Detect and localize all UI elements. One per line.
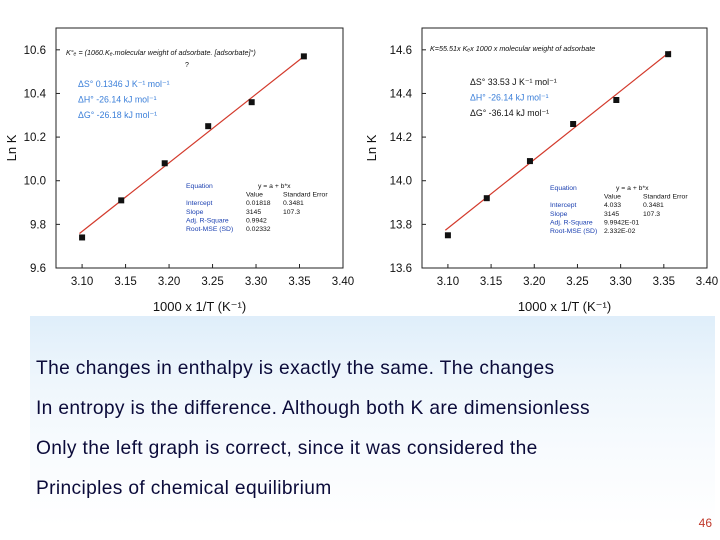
x-tick-label: 3.20 — [523, 276, 545, 288]
x-tick-label: 3.10 — [437, 276, 459, 288]
x-tick-label: 3.30 — [609, 276, 631, 288]
plot-frame — [55, 27, 344, 269]
y-tick-label: 13.6 — [390, 263, 412, 275]
x-tick-label: 3.20 — [158, 276, 180, 288]
text-background-gradient — [30, 316, 715, 526]
thermo-annotation: ΔS° 33.53 J K⁻¹ mol⁻¹ — [470, 77, 557, 87]
data-point — [444, 232, 451, 239]
data-point — [526, 158, 533, 165]
plot-frame — [421, 27, 708, 269]
chart-right: 3.10 3.15 3.20 3.25 3.30 3.35 3.40 13.6 13.8 14.0… — [364, 27, 718, 314]
x-tick-label: 3.15 — [480, 276, 502, 288]
thermo-annotation: ΔH° -26.14 kJ mol⁻¹ — [470, 93, 549, 103]
fit-table-row-value: 3145 — [246, 209, 261, 216]
y-tick-label: 13.8 — [390, 219, 412, 231]
fit-table-col-error: Standard Error — [643, 194, 688, 201]
x-tick-label: 3.25 — [201, 276, 223, 288]
x-axis-label: 1000 x 1/T (K⁻¹) — [518, 299, 611, 314]
fit-table-row-label: Slope — [186, 209, 204, 216]
y-tick-label: 14.2 — [390, 132, 412, 144]
fit-table-row-label: Intercept — [186, 200, 213, 207]
fit-table-equation-label: Equation — [186, 183, 213, 190]
y-tick-label: 14.4 — [390, 88, 413, 100]
fit-table-row-label: Slope — [550, 211, 568, 218]
fit-table-row-value: 0.01818 — [246, 200, 271, 207]
y-axis-label: Ln K — [4, 134, 19, 161]
body-line-4: Principles of chemical equilibrium — [36, 478, 332, 499]
formula-annotation: K=55.51x Kₑx 1000 x molecular weight of … — [430, 44, 595, 53]
y-tick-label: 14.6 — [390, 45, 412, 57]
x-tick-label: 3.10 — [71, 276, 93, 288]
data-point — [483, 195, 490, 202]
y-tick-label: 10.6 — [24, 45, 46, 57]
fit-table-row-value: 2.332E-02 — [604, 228, 636, 235]
data-point — [205, 123, 212, 130]
formula-annotation: K°ₑ = (1060.Kₑ.molecular weight of adsor… — [66, 48, 256, 57]
thermo-annotation: ΔS° 0.1346 J K⁻¹ mol⁻¹ — [78, 79, 170, 89]
fit-table-row-value: 9.9942E-01 — [604, 219, 639, 226]
fit-table-equation: y = a + b*x — [616, 185, 649, 192]
page-number: 46 — [698, 516, 712, 530]
thermo-annotation: ΔG° -36.14 kJ mol⁻¹ — [470, 108, 549, 118]
thermo-annotation: ΔG° -26.18 kJ mol⁻¹ — [78, 110, 157, 120]
body-line-2: In entropy is the difference. Although b… — [36, 398, 590, 419]
fit-table-row-error: 0.3481 — [283, 200, 304, 207]
y-tick-label: 9.8 — [30, 219, 46, 231]
fit-table-equation: y = a + b*x — [258, 183, 291, 190]
fit-table-row-error: 0.3481 — [643, 202, 664, 209]
fit-table-col-value: Value — [246, 192, 263, 199]
y-tick-label: 9.6 — [30, 263, 46, 275]
fit-table-row-label: Adj. R-Square — [186, 217, 229, 224]
data-point — [248, 99, 255, 106]
x-tick-label: 3.15 — [114, 276, 136, 288]
body-line-3: Only the left graph is correct, since it… — [36, 438, 538, 459]
fit-table-row-label: Adj. R-Square — [550, 219, 593, 226]
chart-left: 3.10 3.15 3.20 3.25 3.30 3.35 3.40 9.6 9.8 10.0 10… — [4, 27, 354, 314]
y-tick-label: 10.0 — [24, 176, 46, 188]
fit-line — [79, 53, 307, 234]
body-line-1: The changes in enthalpy is exactly the s… — [36, 358, 555, 379]
fit-table-row-label: Root-MSE (SD) — [186, 226, 233, 233]
fit-table-row-label: Root-MSE (SD) — [550, 228, 597, 235]
x-axis-label: 1000 x 1/T (K⁻¹) — [153, 299, 246, 314]
data-point — [613, 97, 620, 103]
x-tick-label: 3.30 — [245, 276, 267, 288]
formula-annotation-sub: ? — [185, 62, 189, 69]
x-tick-label: 3.35 — [288, 276, 310, 288]
x-tick-label: 3.40 — [696, 276, 718, 288]
fit-table-row-error: 107.3 — [283, 209, 300, 216]
fit-table-row-error: 107.3 — [643, 211, 660, 218]
data-point — [79, 234, 86, 241]
fit-table-col-value: Value — [604, 194, 621, 201]
x-tick-label: 3.25 — [566, 276, 588, 288]
data-point — [118, 197, 125, 204]
fit-line — [444, 50, 672, 231]
data-point — [300, 53, 307, 60]
fit-table-row-value: 0.9942 — [246, 217, 267, 224]
y-tick-label: 10.2 — [24, 132, 46, 144]
data-point — [570, 121, 577, 127]
fit-table-row-value: 4.033 — [604, 202, 621, 209]
data-point — [665, 51, 672, 58]
fit-table-row-value: 0.02332 — [246, 226, 271, 233]
fit-table-row-label: Intercept — [550, 202, 577, 209]
y-axis-label: Ln K — [364, 134, 379, 161]
fit-table-row-value: 3145 — [604, 211, 619, 218]
thermo-annotation: ΔH° -26.14 kJ mol⁻¹ — [78, 95, 157, 105]
fit-table-col-error: Standard Error — [283, 192, 328, 199]
fit-table-equation-label: Equation — [550, 185, 577, 192]
x-tick-label: 3.40 — [332, 276, 354, 288]
body-text: The changes in enthalpy is exactly the s… — [36, 354, 706, 514]
data-point — [161, 160, 168, 167]
y-tick-label: 10.4 — [24, 88, 47, 100]
y-tick-label: 14.0 — [390, 176, 412, 188]
x-tick-label: 3.35 — [653, 276, 675, 288]
